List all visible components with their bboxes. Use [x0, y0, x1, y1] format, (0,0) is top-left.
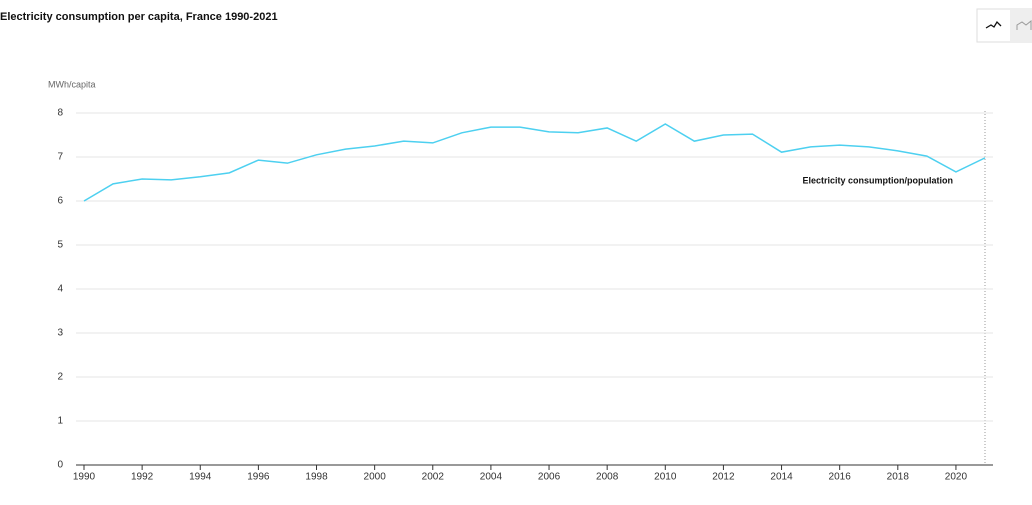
x-tick-label: 2020 [945, 472, 968, 483]
y-tick-label: 7 [57, 152, 63, 163]
chart-title: Electricity consumption per capita, Fran… [0, 11, 278, 23]
x-tick-label: 1994 [189, 472, 212, 483]
x-tick-label: 2010 [654, 472, 677, 483]
x-tick-label: 1990 [73, 472, 96, 483]
x-tick-label: 2004 [480, 472, 503, 483]
series-label: Electricity consumption/population [802, 175, 953, 185]
y-axis-unit: MWh/capita [48, 79, 96, 89]
x-tick-label: 2012 [712, 472, 735, 483]
area-toggle[interactable] [1010, 10, 1032, 41]
y-tick-label: 0 [57, 460, 63, 471]
x-tick-label: 1992 [131, 472, 154, 483]
y-tick-label: 2 [57, 372, 63, 383]
x-tick-label: 2016 [829, 472, 852, 483]
line-toggle-icon[interactable] [985, 20, 1002, 29]
x-tick-label: 1996 [247, 472, 270, 483]
x-tick-label: 2002 [422, 472, 445, 483]
data-line [83, 123, 986, 202]
x-tick-label: 1998 [305, 472, 328, 483]
x-tick-label: 2006 [538, 472, 561, 483]
x-tick-label: 2008 [596, 472, 619, 483]
y-tick-label: 8 [57, 108, 63, 119]
y-tick-label: 6 [57, 196, 63, 207]
y-tick-label: 3 [57, 328, 63, 339]
x-tick-label: 2000 [364, 472, 387, 483]
x-tick-label: 2014 [770, 472, 793, 483]
x-tick-label: 2018 [887, 472, 910, 483]
y-tick-label: 4 [57, 284, 63, 295]
y-tick-label: 1 [57, 416, 63, 427]
y-tick-label: 5 [57, 240, 63, 251]
area-toggle-icon[interactable] [1016, 19, 1032, 30]
chart-type-toggle [976, 8, 1032, 43]
